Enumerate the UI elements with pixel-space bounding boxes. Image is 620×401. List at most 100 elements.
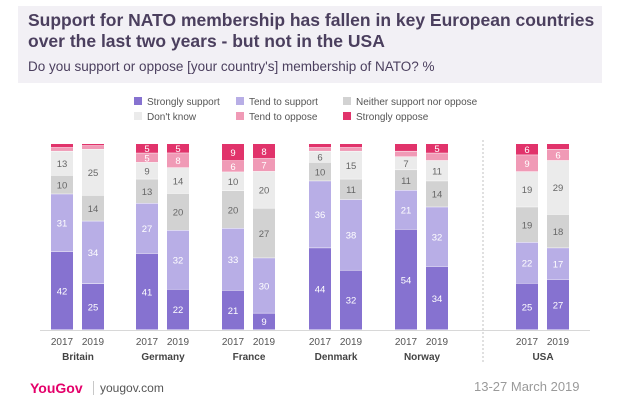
bar-segment-denmark-2017-tend_to_oppose: [309, 147, 331, 151]
data-label-germany-2019-strongly_oppose: 5: [175, 144, 180, 155]
data-label-france-2019-tend_to_support: 30: [259, 281, 270, 292]
bar-segment-denmark-2019-tend_to_oppose: [340, 147, 362, 151]
bar-segment-usa-2017-strongly_support: [516, 283, 538, 330]
bar-segment-usa-2019-strongly_oppose: [547, 144, 569, 150]
bar-segment-norway-2019-strongly_support: [426, 266, 448, 330]
country-label-denmark: Denmark: [315, 352, 358, 363]
data-label-norway-2019-tend_to_support: 32: [432, 233, 443, 244]
data-label-usa-2017-dont_know: 19: [522, 185, 533, 196]
legend-label-dont_know: Don't know: [147, 112, 197, 123]
bar-segment-britain-2017-strongly_oppose: [51, 144, 73, 148]
bar-segment-britain-2019-strongly_support: [82, 283, 104, 330]
bar-segment-germany-2017-neither: [136, 179, 158, 204]
data-label-norway-2019-strongly_oppose: 5: [434, 144, 439, 155]
bar-segment-germany-2017-dont_know: [136, 162, 158, 179]
data-label-britain-2019-strongly_support: 25: [88, 302, 99, 313]
bar-segment-france-2019-tend_to_support: [253, 258, 275, 313]
legend-label-strongly_support: Strongly support: [147, 97, 220, 108]
bar-segment-norway-2019-tend_to_oppose: [426, 153, 448, 161]
bar-segment-france-2017-dont_know: [222, 172, 244, 191]
bar-segment-france-2017-strongly_support: [222, 290, 244, 330]
bar-segment-germany-2017-tend_to_oppose: [136, 153, 158, 163]
data-label-france-2019-strongly_oppose: 8: [261, 147, 266, 158]
bar-segment-usa-2019-dont_know: [547, 160, 569, 215]
bar-segment-norway-2017-neither: [395, 170, 417, 190]
bar-segment-germany-2019-tend_to_oppose: [167, 153, 189, 168]
bar-segment-britain-2019-tend_to_oppose: [82, 145, 104, 150]
data-label-britain-2019-neither: 14: [88, 204, 99, 215]
data-label-britain-2017-dont_know: 13: [57, 159, 68, 170]
year-label-france-2019: 2019: [253, 337, 276, 348]
data-label-germany-2017-strongly_oppose: 5: [144, 144, 149, 155]
data-label-usa-2019-tend_to_support: 17: [553, 259, 564, 270]
data-label-norway-2017-neither: 11: [401, 176, 411, 187]
data-label-usa-2017-strongly_support: 25: [522, 302, 533, 313]
bar-segment-denmark-2017-neither: [309, 162, 331, 181]
bar-segment-britain-2017-tend_to_oppose: [51, 147, 73, 151]
legend-label-tend_to_oppose: Tend to oppose: [249, 112, 318, 123]
bar-segment-norway-2019-strongly_oppose: [426, 144, 448, 153]
bar-segment-britain-2017-dont_know: [51, 151, 73, 176]
bar-segment-germany-2019-neither: [167, 193, 189, 231]
bar-segment-britain-2019-strongly_oppose: [82, 144, 104, 146]
header-panel: Support for NATO membership has fallen i…: [18, 6, 602, 83]
bar-segment-france-2017-tend_to_oppose: [222, 160, 244, 172]
data-label-france-2019-tend_to_oppose: 7: [261, 161, 266, 172]
bar-segment-france-2019-tend_to_oppose: [253, 158, 275, 172]
legend-swatch-neither: [343, 97, 351, 105]
data-label-usa-2019-tend_to_oppose: 6: [555, 151, 560, 162]
bar-segment-britain-2019-tend_to_support: [82, 221, 104, 284]
data-label-usa-2017-neither: 19: [522, 220, 533, 231]
bar-segment-norway-2017-tend_to_support: [395, 190, 417, 230]
bar-segment-france-2019-strongly_oppose: [253, 144, 275, 159]
bar-segment-britain-2017-neither: [51, 175, 73, 194]
data-label-britain-2017-strongly_support: 42: [57, 286, 68, 297]
bar-segment-denmark-2017-dont_know: [309, 151, 331, 163]
bar-segment-denmark-2019-strongly_oppose: [340, 144, 362, 148]
bar-segment-norway-2019-neither: [426, 181, 448, 207]
year-label-norway-2019: 2019: [426, 337, 449, 348]
bar-segment-germany-2019-dont_know: [167, 167, 189, 194]
bar-segment-britain-2019-neither: [82, 195, 104, 221]
legend-swatch-tend_to_oppose: [236, 112, 244, 120]
data-label-france-2019-dont_know: 20: [259, 186, 270, 197]
data-label-norway-2017-tend_to_support: 21: [401, 206, 412, 217]
data-label-germany-2017-tend_to_support: 27: [142, 224, 153, 235]
bar-segment-denmark-2017-strongly_support: [309, 248, 331, 330]
data-label-germany-2017-neither: 13: [142, 187, 153, 198]
data-label-denmark-2019-dont_know: 15: [346, 161, 357, 172]
year-label-france-2017: 2017: [222, 337, 245, 348]
data-label-germany-2019-tend_to_oppose: 8: [175, 156, 180, 167]
data-label-britain-2019-dont_know: 25: [88, 168, 99, 179]
chart-subtitle: Do you support or oppose [your country's…: [28, 59, 435, 74]
bar-segment-usa-2019-tend_to_oppose: [547, 149, 569, 161]
bar-segment-norway-2017-tend_to_oppose: [395, 151, 417, 157]
bar-segment-britain-2017-tend_to_support: [51, 194, 73, 252]
bar-segment-germany-2017-strongly_support: [136, 253, 158, 330]
data-label-norway-2017-dont_know: 7: [403, 159, 408, 170]
year-label-denmark-2019: 2019: [340, 337, 363, 348]
year-label-britain-2017: 2017: [51, 337, 74, 348]
bar-segment-denmark-2019-strongly_support: [340, 270, 362, 330]
data-label-germany-2019-neither: 20: [173, 208, 184, 219]
bar-segment-france-2017-neither: [222, 190, 244, 229]
data-label-germany-2017-tend_to_oppose: 5: [144, 153, 149, 164]
data-label-germany-2019-dont_know: 14: [173, 176, 184, 187]
data-label-france-2017-neither: 20: [228, 205, 239, 216]
data-label-denmark-2017-neither: 10: [315, 167, 326, 178]
chart-title: Support for NATO membership has fallen i…: [28, 10, 595, 51]
bar-segment-germany-2019-tend_to_support: [167, 230, 189, 289]
data-label-france-2017-tend_to_oppose: 6: [230, 162, 235, 173]
country-label-norway: Norway: [404, 352, 441, 363]
legend-swatch-strongly_oppose: [343, 112, 351, 120]
data-label-usa-2019-neither: 18: [553, 227, 564, 238]
data-label-denmark-2019-strongly_support: 32: [346, 296, 357, 307]
data-label-germany-2017-dont_know: 9: [144, 166, 149, 177]
year-label-germany-2017: 2017: [136, 337, 159, 348]
bar-segment-britain-2019-dont_know: [82, 149, 104, 196]
bar-segment-norway-2017-dont_know: [395, 157, 417, 170]
bar-segment-norway-2017-strongly_support: [395, 229, 417, 330]
bar-segment-usa-2017-dont_know: [516, 171, 538, 207]
bar-segment-norway-2019-tend_to_support: [426, 207, 448, 267]
bar-segment-france-2019-dont_know: [253, 171, 275, 208]
